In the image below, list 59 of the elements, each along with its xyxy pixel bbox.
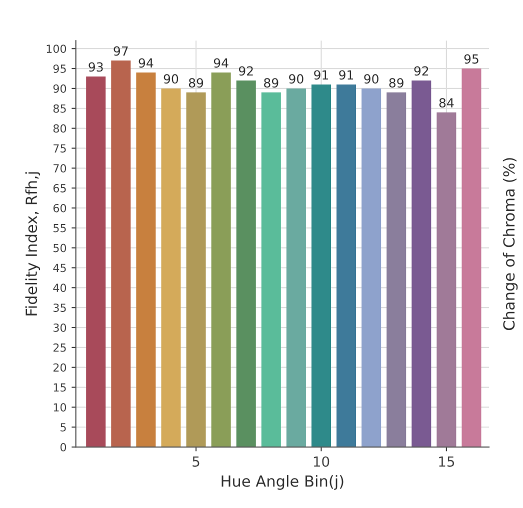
y-tick-label: 55 xyxy=(54,224,66,232)
y-tick-label: 90 xyxy=(53,84,66,93)
data-label: 89 xyxy=(389,78,404,88)
x-tick-label: 10 xyxy=(314,456,330,467)
y-tick-label: 85 xyxy=(53,104,66,113)
y-tick-label: 75 xyxy=(54,144,66,153)
y-tick-label: 10 xyxy=(54,403,66,412)
data-label: 95 xyxy=(464,54,478,64)
bar xyxy=(436,112,456,448)
data-label: 89 xyxy=(188,78,204,88)
bar xyxy=(386,92,406,448)
data-label: 93 xyxy=(88,62,103,72)
bar xyxy=(111,60,131,448)
x-tick-label: 5 xyxy=(192,456,200,467)
data-label: 90 xyxy=(289,74,304,84)
y-tick-label: 60 xyxy=(53,204,66,212)
y-tick-label: 40 xyxy=(53,284,66,292)
y-tick-label: 70 xyxy=(54,164,66,173)
data-label: 91 xyxy=(314,70,328,80)
data-label: 89 xyxy=(264,78,278,88)
y-tick-label: 45 xyxy=(53,264,66,272)
bar xyxy=(286,88,306,448)
bar xyxy=(412,80,432,448)
bar xyxy=(462,68,482,448)
y-tick-label: 15 xyxy=(54,383,66,392)
y-tick-label: 95 xyxy=(53,64,66,73)
y-tick-label: 80 xyxy=(53,124,66,133)
y-tick-label: 0 xyxy=(60,443,66,452)
x-axis-title: Hue Angle Bin(j) xyxy=(222,475,344,490)
data-label: 92 xyxy=(414,66,428,76)
data-label: 92 xyxy=(238,66,253,76)
y-tick-label: 100 xyxy=(46,44,66,53)
data-label: 97 xyxy=(114,46,128,56)
bar xyxy=(336,84,356,448)
data-label: 94 xyxy=(214,58,228,68)
y2-axis-title: Change of Chroma (%) xyxy=(502,158,518,330)
y-tick-label: 65 xyxy=(53,184,66,192)
y-tick-label: 30 xyxy=(54,323,66,332)
y-tick-label: 50 xyxy=(54,244,66,252)
bar xyxy=(136,72,156,448)
data-label: 84 xyxy=(439,98,454,108)
y-tick-label: 5 xyxy=(60,423,66,432)
bar xyxy=(161,88,181,448)
bar xyxy=(311,84,331,448)
bar xyxy=(186,92,206,448)
data-label: 90 xyxy=(164,74,178,84)
bar xyxy=(211,72,231,448)
bar xyxy=(236,80,256,448)
x-tick-label: 15 xyxy=(439,456,454,467)
y-tick-label: 20 xyxy=(53,363,66,372)
bar xyxy=(86,76,106,448)
y-tick-label: 25 xyxy=(53,343,66,352)
bar xyxy=(362,88,382,448)
y-axis-title: Fidelity Index, Rfh,j xyxy=(25,172,40,316)
data-label: 90 xyxy=(364,74,378,84)
data-label: 94 xyxy=(138,58,154,68)
data-label: 91 xyxy=(339,70,354,80)
y-tick-label: 35 xyxy=(54,304,66,312)
bar xyxy=(261,92,281,448)
